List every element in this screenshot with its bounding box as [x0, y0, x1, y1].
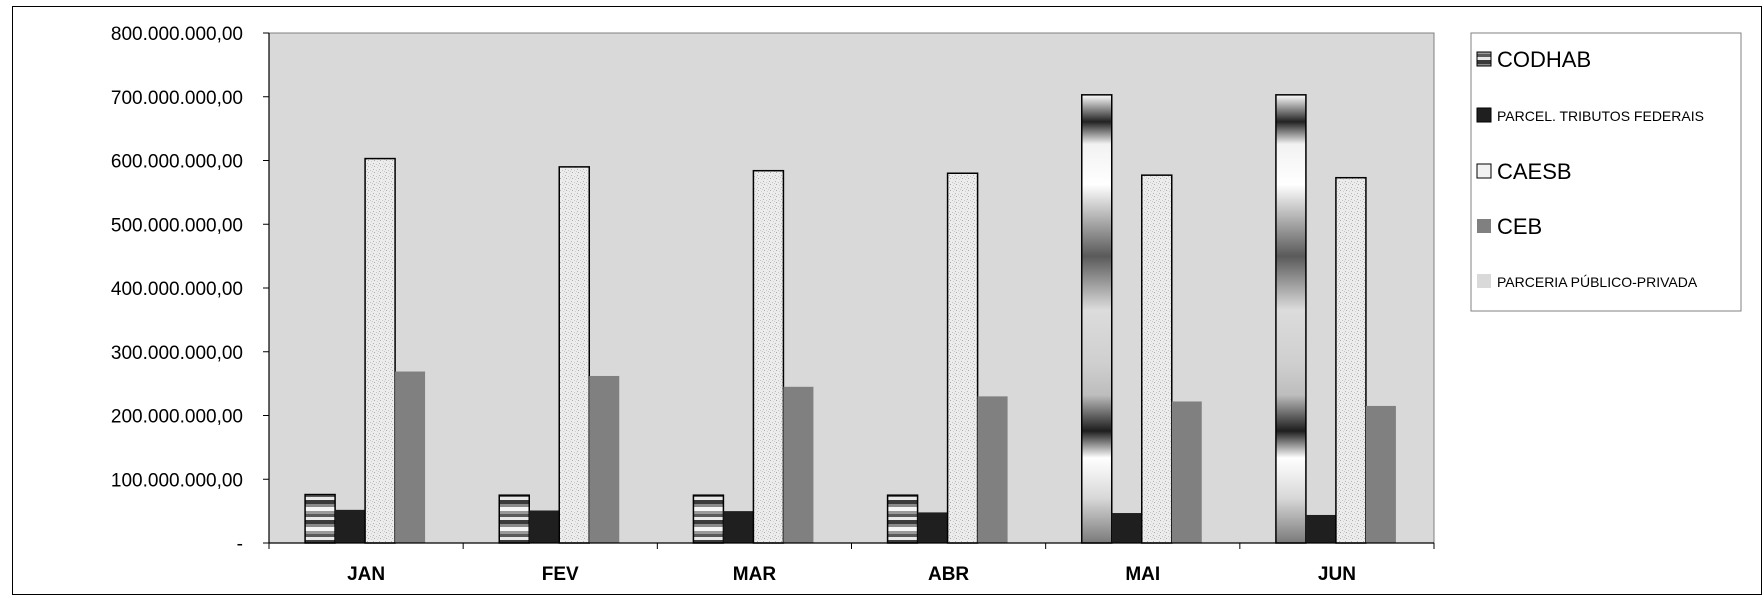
- bar-caesb-jun: [1335, 176, 1367, 544]
- bar-parcel-tributos-federais-fev: [529, 510, 560, 543]
- bar-caesb-jan: [364, 157, 396, 544]
- bar-parceria-p-blico-privada-jun: [1275, 94, 1307, 544]
- bar-parceria-p-blico-privada-mai: [1081, 94, 1113, 544]
- x-category-label: ABR: [928, 564, 969, 585]
- bar-ceb-jan: [395, 371, 426, 543]
- bar-ceb-mai: [1171, 401, 1202, 543]
- bar-caesb-mai: [1141, 174, 1173, 544]
- bar-parcel-tributos-federais-jan: [335, 509, 366, 543]
- y-tick-label: 100.000.000,00: [111, 470, 243, 491]
- bar-codhab-mar: [692, 494, 725, 544]
- y-tick-label: 800.000.000,00: [111, 24, 243, 45]
- bar-caesb-mar: [752, 169, 785, 544]
- legend-label: CAESB: [1497, 159, 1572, 184]
- y-tick-label: 200.000.000,00: [111, 407, 243, 428]
- y-tick-label: 600.000.000,00: [111, 152, 243, 173]
- legend-swatch: [1476, 163, 1492, 179]
- bar-ceb-jun: [1365, 405, 1396, 543]
- legend: [1470, 32, 1742, 312]
- plot-area: [268, 32, 1435, 544]
- bar-parcel-tributos-federais-abr: [917, 512, 948, 543]
- bar-ceb-mar: [783, 386, 814, 543]
- bar-parcel-tributos-federais-mai: [1111, 513, 1142, 543]
- x-category-label: MAR: [733, 564, 777, 585]
- y-tick-label: 500.000.000,00: [111, 215, 243, 236]
- bar-caesb-abr: [946, 172, 979, 544]
- x-category-label: MAI: [1125, 564, 1160, 585]
- legend-label: PARCEL. TRIBUTOS FEDERAIS: [1497, 108, 1704, 124]
- y-tick-label: 300.000.000,00: [111, 343, 243, 364]
- bar-codhab-fev: [498, 494, 530, 544]
- legend-label: CEB: [1497, 214, 1542, 239]
- x-category-label: JUN: [1318, 564, 1356, 585]
- x-category-label: FEV: [542, 564, 579, 585]
- legend-swatch: [1476, 51, 1492, 67]
- legend-swatch: [1477, 219, 1491, 233]
- y-tick-label: -: [237, 534, 243, 555]
- bar-codhab-abr: [886, 494, 919, 544]
- legend-label: PARCERIA PÚBLICO-PRIVADA: [1497, 274, 1698, 290]
- legend-swatch: [1476, 107, 1492, 123]
- x-category-label: JAN: [347, 564, 385, 585]
- bar-parcel-tributos-federais-mar: [723, 511, 754, 543]
- legend-label: CODHAB: [1497, 47, 1591, 72]
- bar-caesb-fev: [558, 166, 590, 544]
- y-tick-label: 400.000.000,00: [111, 279, 243, 300]
- legend-swatch: [1477, 274, 1491, 288]
- bar-ceb-fev: [589, 375, 620, 543]
- bar-parcel-tributos-federais-jun: [1305, 514, 1336, 543]
- y-tick-label: 700.000.000,00: [111, 88, 243, 109]
- bar-ceb-abr: [977, 396, 1008, 543]
- bar-codhab-jan: [304, 493, 336, 544]
